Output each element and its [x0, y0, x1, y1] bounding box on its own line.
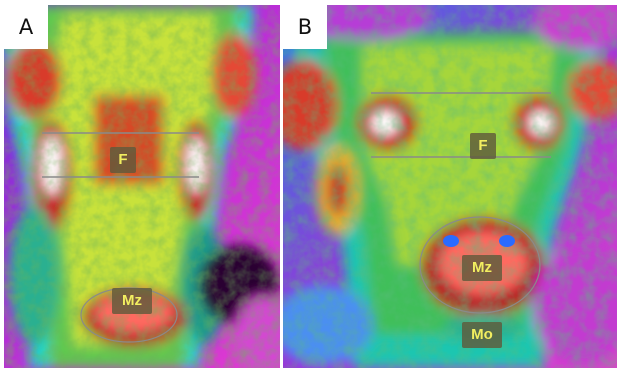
roi-label-muzzle: Mz — [462, 255, 502, 281]
roi-label-forehead: F — [470, 133, 496, 159]
roi-label-muzzle: Mz — [112, 288, 152, 314]
thermal-image-panel-b: B F Mz Mo — [283, 5, 617, 368]
roi-label-mouth: Mo — [462, 322, 502, 348]
roi-label-forehead: F — [110, 147, 136, 173]
thermal-image-panel-a: A F Mz — [4, 5, 280, 368]
thermal-image-b — [283, 5, 617, 368]
thermal-image-a — [4, 5, 280, 368]
panel-label-b: B — [283, 5, 327, 49]
panel-label-a: A — [4, 5, 48, 49]
